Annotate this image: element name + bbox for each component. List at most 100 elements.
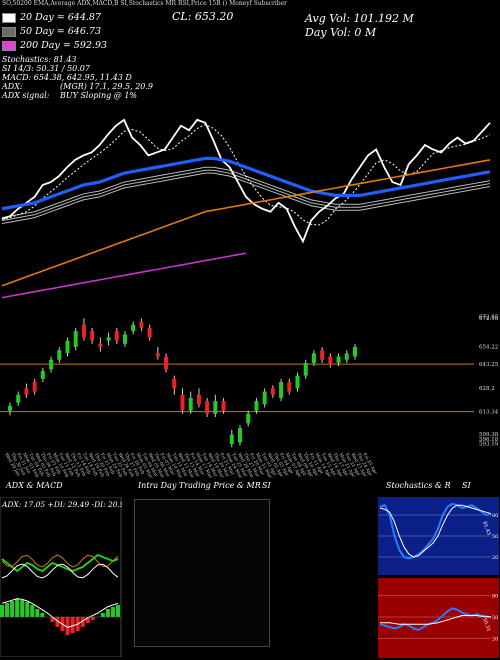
macd-bar [20, 600, 25, 617]
macd-readout: MACD: 654.38, 642.95, 11.43 D [2, 73, 132, 82]
macd-bar [40, 613, 45, 617]
intraday-trading-box [134, 499, 270, 647]
adx-macd-title: ADX & MACD [6, 481, 63, 490]
si-readout: SI 14/3: 50.31 / 50.07 [2, 64, 90, 73]
macd-line [1, 598, 119, 628]
candle-body [196, 394, 201, 405]
adx-values-text: ADX: 17.05 +DI: 29.49 -DI: 20.9 [1, 500, 122, 509]
series-ema_magenta [1, 252, 247, 299]
candle-body [254, 401, 259, 411]
candle-body [303, 362, 308, 376]
price-label: 643.25 [479, 362, 499, 368]
candle-body [65, 340, 70, 354]
legend-swatch-50 [2, 26, 16, 37]
candle-body [131, 324, 136, 332]
adx-signal-value: BUY Sloping @ 1% [60, 91, 138, 100]
adx-signal-label: ADX signal: [2, 91, 50, 100]
macd-bar [50, 617, 55, 622]
price-label: 599.38 [479, 432, 499, 438]
candle-body [221, 401, 226, 411]
legend-200-day: 200 Day = 592.93 [2, 40, 107, 51]
macd-bar [85, 617, 90, 623]
ema-price-chart [1, 118, 491, 299]
adx-macd-panel: ADX: 17.05 +DI: 29.49 -DI: 20.9 [0, 497, 122, 657]
price-label: 672.18 [479, 316, 499, 322]
adx-white-line [1, 563, 119, 579]
candle-body [279, 382, 284, 398]
rsi-tick-label: 80 [492, 593, 498, 599]
stoch-tick-label: 80 [492, 513, 498, 519]
price-label: 628.2 [479, 386, 495, 392]
candle-body [164, 356, 169, 370]
candle-body [114, 331, 119, 341]
candle-body [98, 343, 103, 347]
legend-20-day: 20 Day = 644.87 [2, 12, 101, 23]
macd-bar [15, 599, 20, 617]
close-value: CL: 653.20 [172, 10, 234, 23]
macd-bar [100, 613, 105, 617]
candle-body [295, 375, 300, 389]
candle-body [229, 434, 234, 445]
candle-body [238, 428, 242, 443]
rsi-background [378, 578, 499, 658]
ema-grey-line-0 [1, 172, 491, 225]
rsi-tick-label: 50 [492, 615, 498, 621]
candle-body [73, 331, 78, 347]
stoch-blue-line [379, 502, 492, 560]
stoch-white-line [379, 504, 492, 558]
candle-body [32, 382, 37, 392]
legend-50-day: 50 Day = 646.73 [2, 26, 101, 37]
series-ema_orange [1, 159, 491, 287]
candle-body [8, 405, 12, 411]
rsi-white-line [380, 615, 492, 625]
avg-volume: Avg Vol: 101.192 M [305, 12, 414, 25]
adx-orange-line [1, 554, 119, 568]
ema-grey-line-1 [1, 169, 491, 222]
candle-body [246, 413, 251, 424]
macd-bar [55, 617, 60, 627]
candle-body [336, 356, 341, 363]
macd-bar [90, 617, 95, 620]
legend-50-label: 50 Day = 646.73 [20, 26, 101, 37]
stoch-tick-label: 20 [492, 555, 498, 561]
candle-body [139, 321, 144, 328]
macd-bar [35, 609, 40, 617]
candle-body [57, 350, 62, 360]
macd-bar [110, 607, 115, 617]
rsi-tick-label: 20 [492, 637, 498, 643]
price-label: 596.18 [479, 437, 499, 443]
macd-bar [10, 601, 15, 617]
stoch-value-label: 81.43 [481, 521, 492, 537]
candle-body [49, 359, 54, 370]
candle-body [320, 350, 325, 360]
price-label: 654.22 [479, 345, 498, 351]
ema-dotted-line [1, 124, 491, 226]
macd-bar [116, 605, 120, 617]
candle-body [213, 401, 218, 414]
adx-values: (MGR) 17.1, 29.5, 20.9 [60, 82, 153, 91]
ema-grey-line-2 [1, 166, 491, 219]
series-ema_blue [1, 156, 491, 211]
macd-bar [30, 605, 35, 617]
candle-body [344, 353, 349, 360]
macd-bar [70, 617, 75, 633]
macd-bar [25, 602, 30, 617]
macd-bar [105, 609, 110, 617]
stoch-title: Stochastics & R [386, 481, 451, 490]
macd-bar [80, 617, 85, 627]
header-tiny-text: SO,50200 EMA,Average ADX,MACD,B SI,Stoch… [2, 0, 288, 7]
candle-body [24, 388, 29, 395]
legend-200-label: 200 Day = 592.93 [20, 40, 108, 51]
price-label: 593.19 [479, 442, 499, 448]
adx-green-line [1, 553, 119, 573]
candle-body [311, 353, 316, 363]
series-price [1, 118, 491, 244]
macd-bar [0, 605, 4, 617]
candle-body [40, 370, 45, 379]
macd-bar [5, 603, 10, 617]
candle-body [205, 401, 210, 414]
stoch-si: SI [462, 481, 471, 490]
candle-body [147, 327, 152, 338]
candle-body [90, 331, 95, 341]
